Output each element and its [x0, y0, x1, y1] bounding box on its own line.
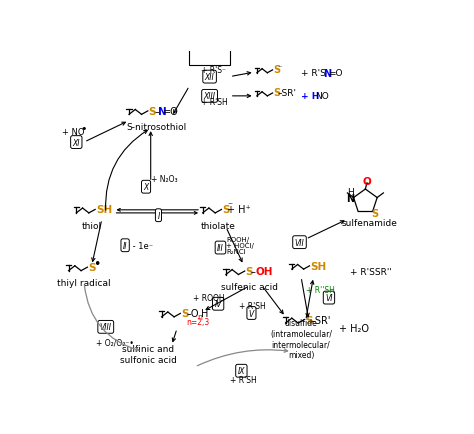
Text: S: S [273, 88, 280, 98]
Text: •: • [80, 124, 87, 134]
Text: –O: –O [187, 309, 199, 319]
Text: S: S [181, 309, 189, 319]
Text: S: S [372, 208, 379, 218]
Text: VIII: VIII [100, 322, 112, 332]
Text: disulfide
(intramolecular/
intermolecular/
mixed): disulfide (intramolecular/ intermolecula… [270, 319, 332, 358]
Text: S: S [273, 65, 280, 75]
Text: thiolate: thiolate [201, 221, 236, 230]
Text: SH: SH [310, 261, 327, 271]
Text: OH: OH [255, 266, 273, 276]
Text: + R''SH: + R''SH [306, 286, 335, 295]
Text: + N₂O₃: + N₂O₃ [151, 174, 177, 183]
Text: S: S [305, 315, 313, 325]
Text: ⁻: ⁻ [278, 63, 282, 72]
Text: •: • [93, 257, 101, 270]
Text: –SR': –SR' [278, 88, 297, 97]
Text: IV: IV [214, 299, 222, 309]
Text: II: II [123, 241, 128, 250]
Text: + H⁺: + H⁺ [227, 205, 250, 215]
Text: sulfenamide: sulfenamide [341, 219, 397, 228]
Text: + R'SH: + R'SH [230, 375, 257, 385]
Text: S-nitrosothiol: S-nitrosothiol [126, 123, 186, 132]
Text: + R'SH: + R'SH [201, 98, 228, 106]
Text: + R'S⁻: + R'S⁻ [201, 66, 226, 75]
Text: XI: XI [73, 138, 80, 147]
Text: + H: + H [301, 92, 319, 101]
Text: VI: VI [325, 293, 333, 302]
Text: N: N [323, 69, 331, 79]
Text: V: V [249, 309, 254, 318]
Text: ⁻: ⁻ [228, 201, 233, 211]
Text: sulfenic acid: sulfenic acid [220, 283, 278, 292]
Text: =O: =O [164, 107, 179, 117]
Text: O: O [363, 177, 371, 187]
Text: thiol: thiol [82, 221, 102, 230]
Text: XII: XII [205, 73, 214, 82]
Text: + NO: + NO [63, 128, 85, 136]
Text: H: H [201, 309, 209, 319]
Text: I: I [157, 211, 160, 220]
Text: n=2,3: n=2,3 [187, 317, 210, 326]
Text: –: – [251, 266, 256, 276]
Text: S: S [149, 107, 156, 117]
Text: –: – [154, 107, 159, 117]
Text: + R'SH: + R'SH [239, 301, 266, 310]
Text: + HOCl/: + HOCl/ [226, 243, 254, 249]
Text: - 1e⁻: - 1e⁻ [130, 241, 153, 250]
Text: VII: VII [295, 238, 304, 247]
Text: sulfinic and
sulfonic acid: sulfinic and sulfonic acid [120, 344, 177, 364]
Text: + H₂O: + H₂O [339, 324, 369, 334]
Text: –SR': –SR' [310, 315, 331, 325]
Text: IX: IX [237, 366, 245, 375]
Text: N: N [158, 107, 167, 117]
Text: X: X [144, 183, 149, 192]
Text: + O₂/O₂⁻•: + O₂/O₂⁻• [96, 338, 134, 347]
Text: + R'S: + R'S [301, 69, 326, 78]
Text: n: n [198, 312, 202, 321]
Text: S: S [246, 266, 253, 276]
Text: S: S [88, 263, 96, 273]
Text: + ROOH: + ROOH [192, 293, 224, 302]
Text: III: III [217, 243, 224, 253]
Text: SH: SH [96, 205, 112, 215]
Text: + R'SSR'': + R'SSR'' [350, 267, 392, 276]
Text: ROOH/: ROOH/ [226, 237, 249, 243]
Text: NO: NO [315, 92, 329, 101]
Text: S: S [222, 205, 230, 215]
Bar [190, 20, 230, 66]
Text: H: H [347, 187, 354, 197]
Text: thiyl radical: thiyl radical [57, 279, 111, 288]
Text: =O: =O [328, 69, 343, 78]
Text: R₂NCl: R₂NCl [226, 249, 246, 255]
Text: N: N [346, 193, 355, 203]
Text: XIII: XIII [204, 92, 216, 101]
